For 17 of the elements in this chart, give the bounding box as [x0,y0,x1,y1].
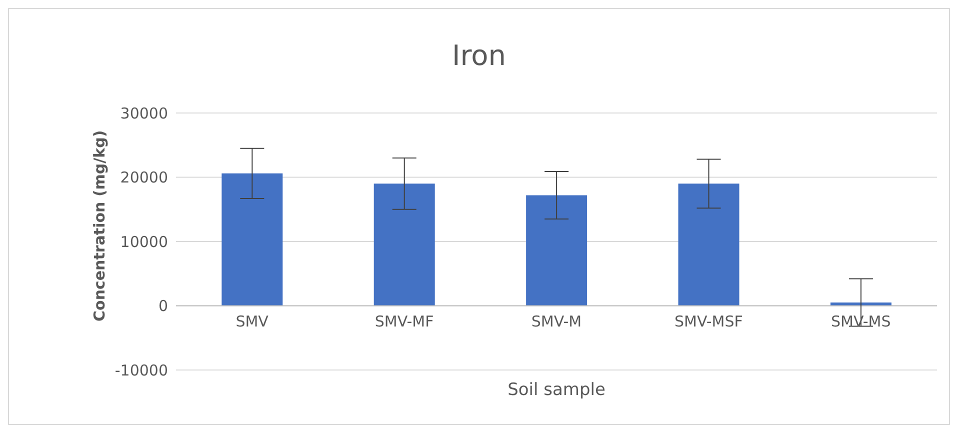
y-tick-label: 0 [158,297,168,316]
y-tick-label: 20000 [120,168,168,187]
bar [526,195,588,306]
x-tick-label: SMV-MSF [674,312,743,330]
y-tick-label: 10000 [120,232,168,251]
chart-title: Iron [450,39,508,72]
bar [830,302,892,306]
bar [374,184,435,306]
bar [678,184,740,306]
y-tick-label: -10000 [114,361,168,380]
x-tick-label: SMV-MF [374,312,434,330]
x-tick-label: SMV-M [531,312,582,330]
x-axis-title: Soil sample [506,380,606,400]
bar [222,173,283,306]
x-tick-label: SMV [236,312,270,330]
y-axis-title: Concentration (mg/kg) [90,130,108,322]
y-tick-label: 30000 [120,104,168,122]
